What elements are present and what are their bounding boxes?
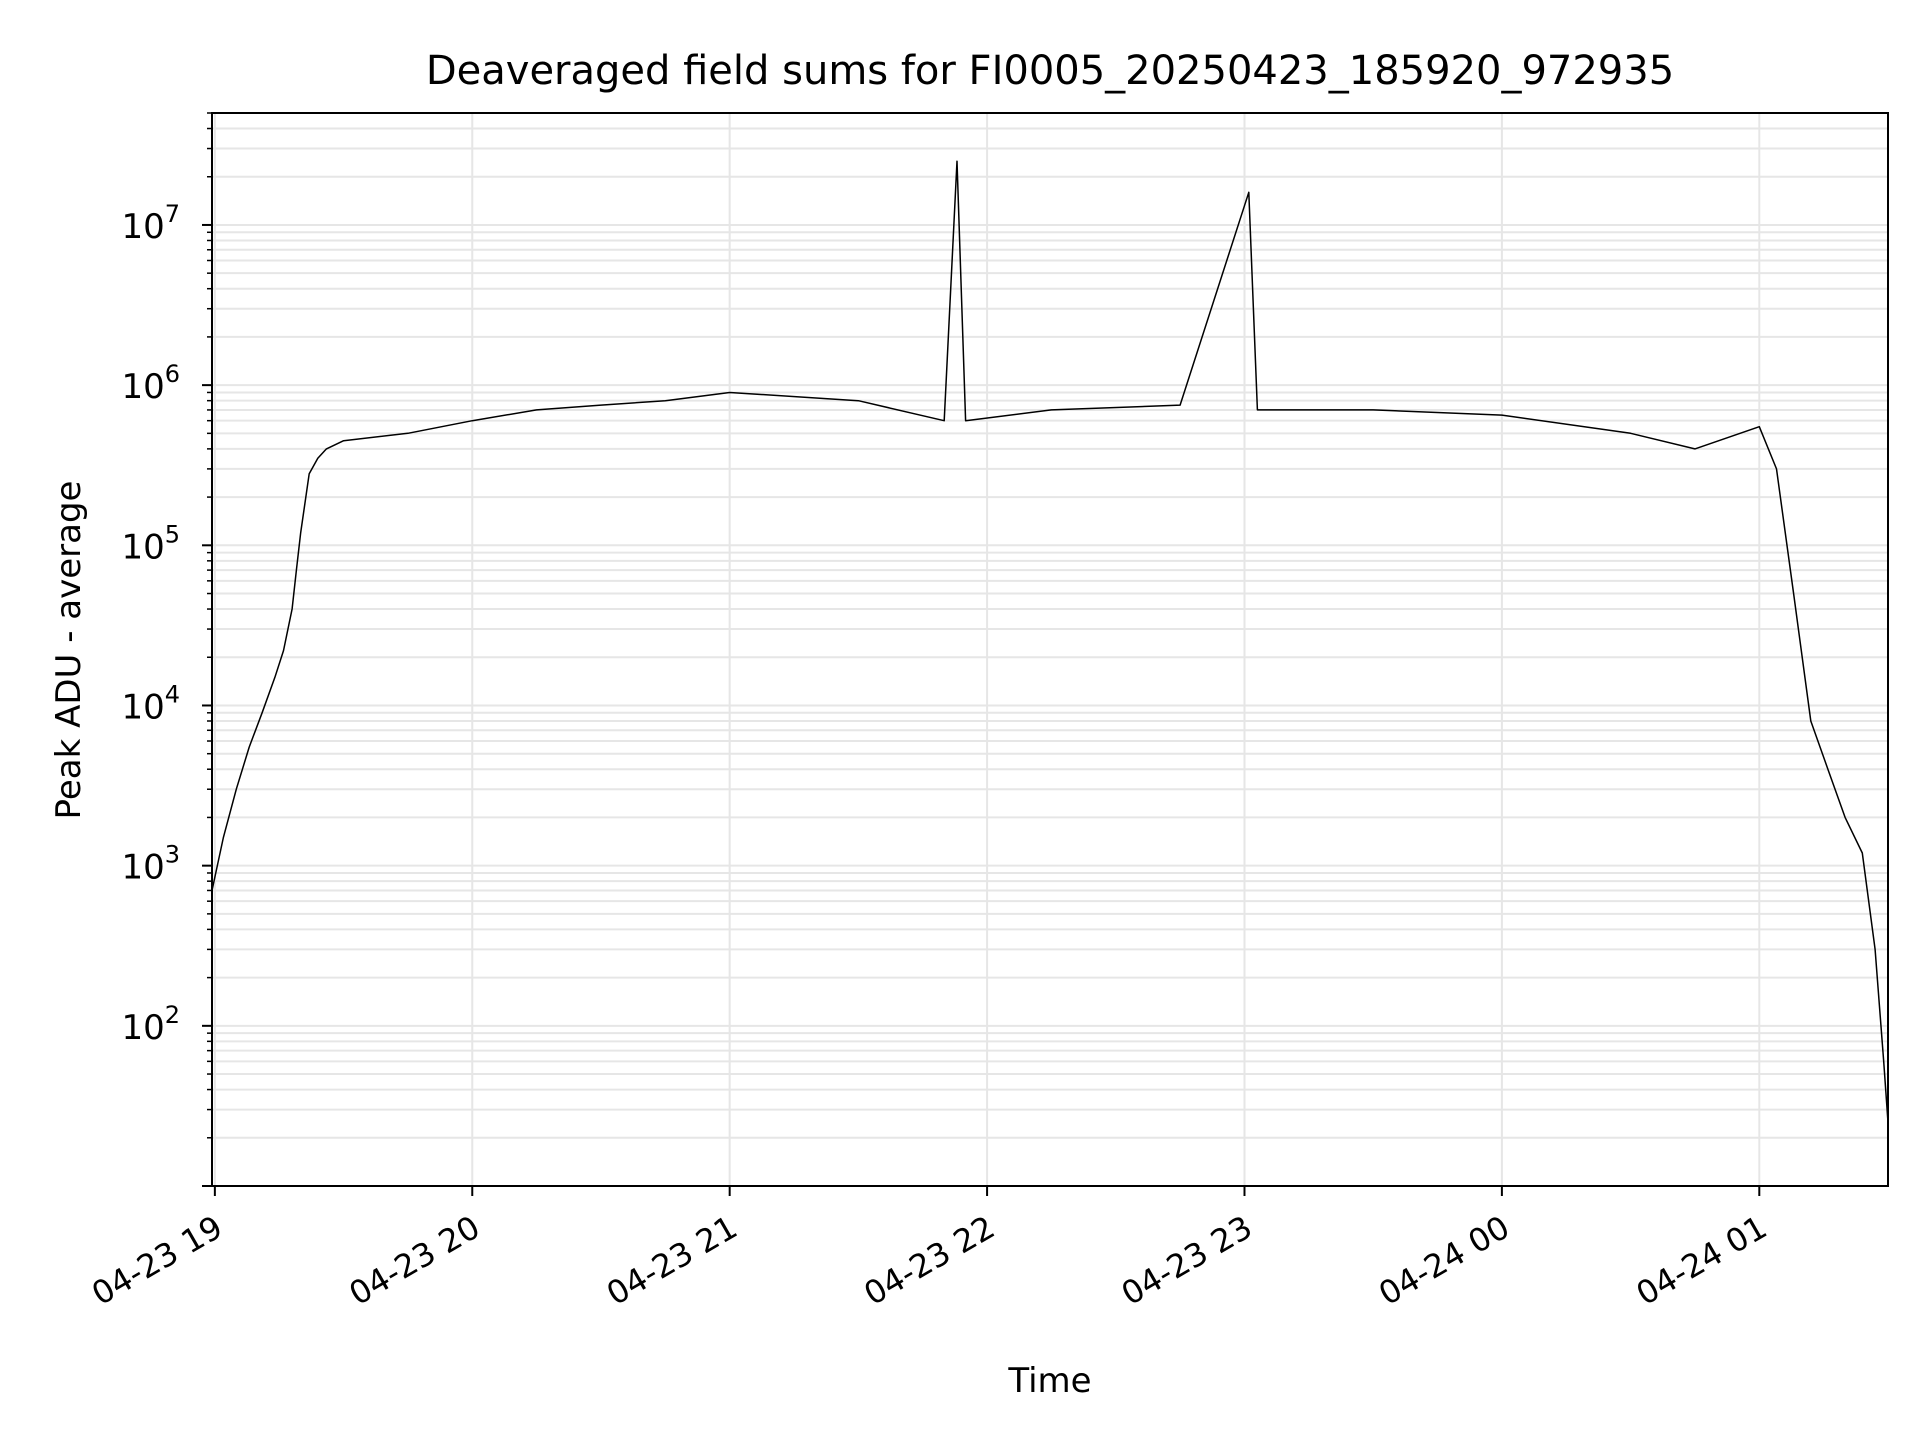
y-tick-label: 102 [121, 1001, 180, 1048]
y-tick-label: 104 [121, 680, 180, 727]
y-tick-label: 106 [121, 360, 180, 407]
x-axis-label: Time [1007, 1361, 1091, 1401]
plot-frame [211, 112, 1889, 1187]
y-tick-label: 103 [121, 841, 180, 888]
line-layer [211, 160, 1889, 1123]
y-axis-label: Peak ADU - average [49, 481, 89, 820]
data-series-line [211, 160, 1889, 1123]
grid-layer [212, 112, 1888, 1187]
y-tick-label: 105 [121, 520, 180, 567]
y-tick-label: 107 [121, 200, 180, 247]
chart-title: Deaveraged field sums for FI0005_2025042… [426, 48, 1674, 94]
